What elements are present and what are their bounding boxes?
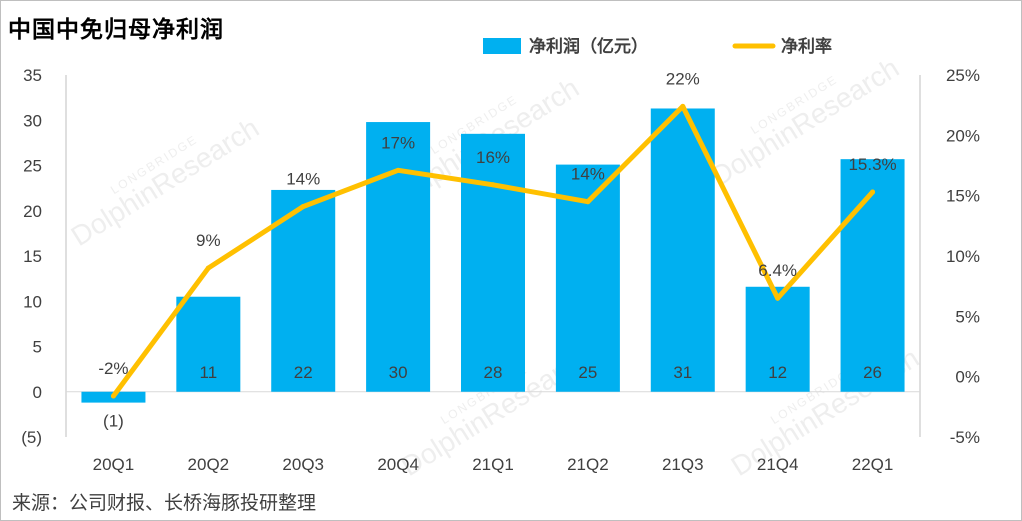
- bar-value-label: 12: [768, 363, 787, 382]
- left-tick-label: 25: [23, 157, 42, 176]
- legend-line-label: 净利率: [781, 36, 832, 56]
- bar-20Q4: [366, 122, 431, 392]
- left-tick-label: 10: [23, 292, 42, 311]
- right-tick-label: 20%: [946, 126, 980, 145]
- bar-value-label: 31: [673, 363, 692, 382]
- line-point-21Q3: [680, 103, 686, 109]
- x-tick-label: 21Q4: [757, 455, 799, 474]
- legend-bar-label: 净利润（亿元）: [529, 36, 648, 56]
- bars-group: [81, 108, 905, 403]
- x-tick-label: 21Q3: [662, 455, 704, 474]
- line-point-20Q2: [205, 265, 211, 271]
- line-value-label: 17%: [381, 133, 415, 152]
- left-tick-label: 35: [23, 66, 42, 85]
- x-tick-label: 20Q4: [377, 455, 419, 474]
- left-tick-label: 5: [33, 338, 42, 357]
- line-point-20Q4: [395, 167, 401, 173]
- right-tick-label: 10%: [946, 247, 980, 266]
- bar-value-label: 11: [200, 363, 218, 382]
- bar-21Q1: [461, 133, 525, 392]
- line-value-label: 14%: [286, 170, 320, 189]
- bar-20Q2: [176, 296, 241, 392]
- x-tick-label: 22Q1: [852, 455, 894, 474]
- right-tick-label: 15%: [946, 187, 980, 206]
- line-point-21Q4: [775, 295, 781, 301]
- line-value-label: 15.3%: [848, 155, 896, 174]
- line-group: [110, 103, 876, 399]
- right-tick-label: 5%: [955, 307, 980, 326]
- bar-20Q3: [271, 189, 336, 392]
- watermark-line2: DolphinResearch: [66, 112, 265, 252]
- axes-group: (5) 0 5 10 15 20 25 30 35 -5% 0% 5% 10% 15% 20% 25% 20Q1…: [21, 66, 980, 474]
- source-note: 来源：公司财报、长桥海豚投研整理: [12, 492, 317, 514]
- bar-value-label: 25: [578, 363, 597, 382]
- left-tick-label: 15: [23, 247, 42, 266]
- x-tick-label: 21Q2: [567, 455, 609, 474]
- right-tick-label: 0%: [955, 368, 980, 387]
- left-tick-label: 20: [23, 202, 42, 221]
- x-tick-label: 20Q3: [282, 455, 324, 474]
- legend-bar-swatch: [483, 38, 521, 54]
- line-value-label: 14%: [571, 165, 605, 184]
- bar-value-label: 28: [484, 363, 503, 382]
- x-tick-label: 20Q1: [93, 455, 135, 474]
- legend: 净利润（亿元） 净利率: [483, 36, 832, 56]
- x-tick-label: 21Q1: [472, 455, 514, 474]
- line-point-21Q1: [490, 182, 496, 188]
- line-value-label: 6.4%: [758, 261, 797, 280]
- line-value-label: 16%: [476, 148, 510, 167]
- left-tick-label: (5): [21, 428, 42, 447]
- left-tick-label: 30: [23, 111, 42, 130]
- bar-value-label: 30: [389, 363, 408, 382]
- right-tick-label: 25%: [946, 66, 980, 85]
- line-point-22Q1: [870, 189, 876, 195]
- line-point-20Q3: [300, 204, 306, 210]
- line-value-label: 9%: [196, 231, 221, 250]
- bar-21Q3: [650, 108, 715, 392]
- left-tick-label: 0: [33, 383, 42, 402]
- bar-value-label: (1): [103, 412, 124, 431]
- bar-22Q1: [840, 159, 905, 392]
- chart-title: 中国中免归母净利润: [8, 17, 224, 43]
- bar-value-label: 22: [294, 363, 313, 382]
- bar-value-label: 26: [863, 363, 882, 382]
- bar-21Q4: [745, 286, 810, 392]
- labels-group: (1) 11 22 30 28 25 31 12 26 -2% 9% 14% 17% 16% 14% 22% 6…: [98, 69, 896, 430]
- right-tick-label: -5%: [950, 428, 980, 447]
- line-point-21Q2: [585, 199, 591, 205]
- x-tick-label: 20Q2: [188, 455, 230, 474]
- line-point-20Q1: [110, 393, 116, 399]
- line-value-label: 22%: [666, 69, 700, 88]
- line-value-label: -2%: [98, 359, 128, 378]
